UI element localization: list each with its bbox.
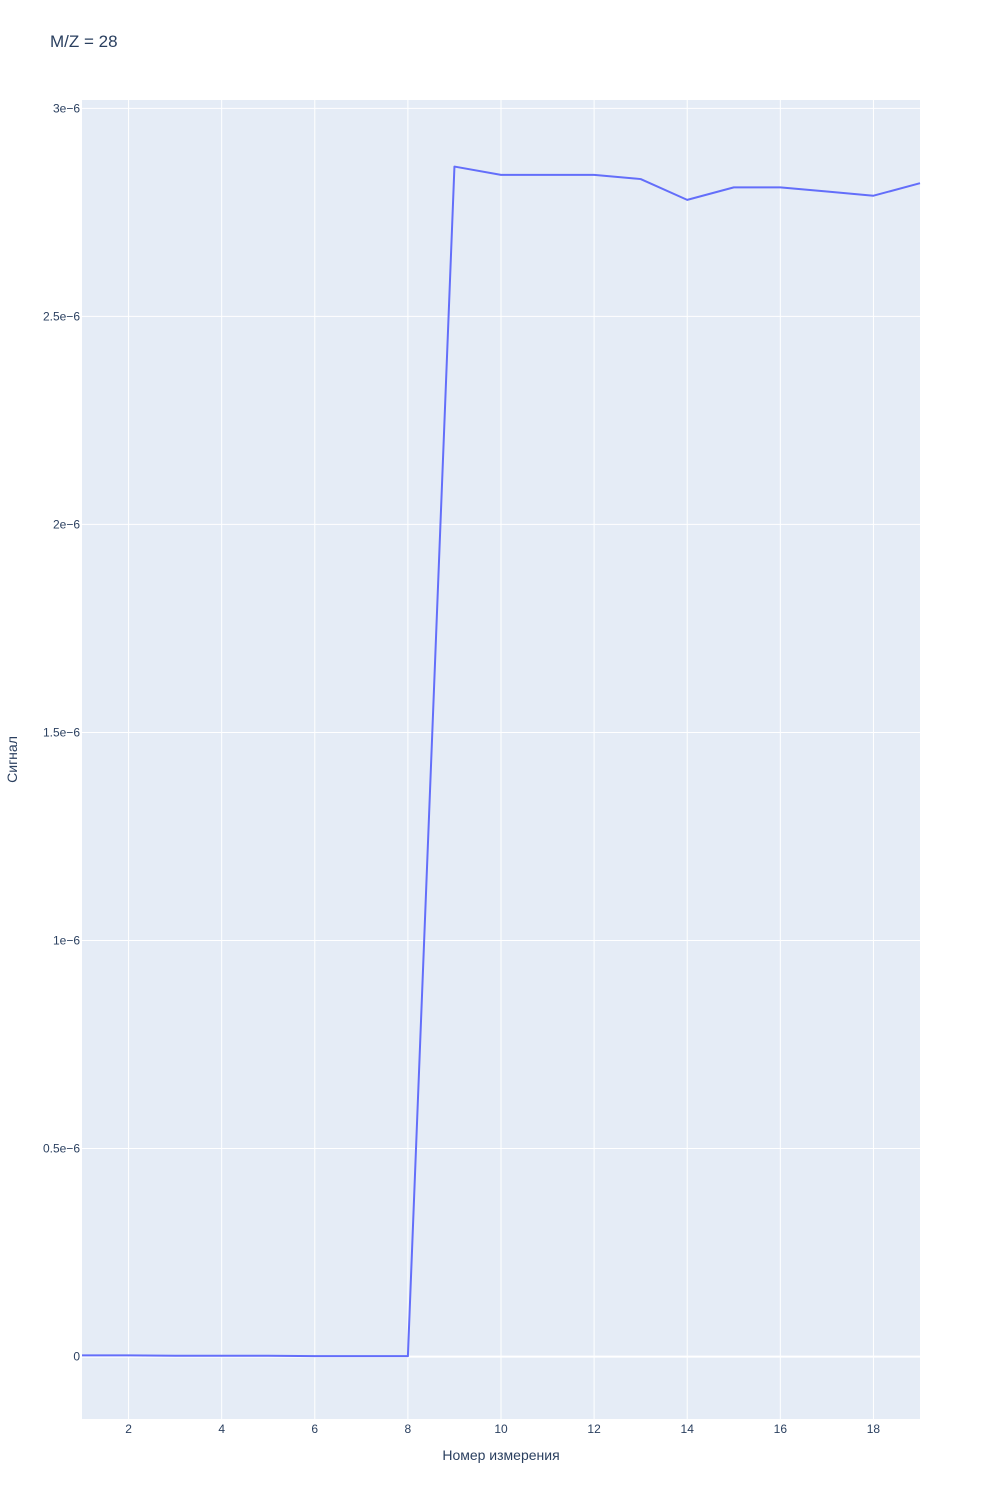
- series-line: [82, 165, 921, 1358]
- x-tick-label: 2: [125, 1422, 132, 1436]
- series-layer: [82, 165, 921, 1358]
- x-tick-label: 14: [681, 1422, 695, 1436]
- y-tick-label: 3e−6: [53, 101, 80, 115]
- x-tick-label: 4: [218, 1422, 225, 1436]
- x-tick-label: 16: [774, 1422, 788, 1436]
- y-tick-label: 2.5e−6: [43, 309, 80, 323]
- x-tick-label: 8: [405, 1422, 412, 1436]
- tick-labels: 2 4 6 8 10 12 14 16 18 0 0.5e−6 1e−6 1.5e−6 2e−6 2.5e−…: [43, 101, 880, 1436]
- x-tick-label: 6: [311, 1422, 318, 1436]
- y-tick-label: 0.5e−6: [43, 1142, 80, 1156]
- y-tick-label: 0: [73, 1350, 80, 1364]
- x-tick-label: 10: [494, 1422, 508, 1436]
- x-tick-label: 18: [867, 1422, 881, 1436]
- y-tick-label: 1.5e−6: [43, 725, 80, 739]
- y-tick-label: 1e−6: [53, 933, 80, 947]
- x-tick-label: 12: [587, 1422, 601, 1436]
- y-tick-label: 2e−6: [53, 517, 80, 531]
- y-axis-title: Сигнал: [4, 736, 20, 783]
- chart-title: M/Z = 28: [50, 32, 118, 51]
- x-axis-title: Номер измерения: [442, 1447, 559, 1463]
